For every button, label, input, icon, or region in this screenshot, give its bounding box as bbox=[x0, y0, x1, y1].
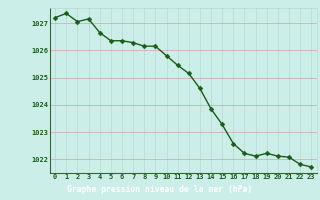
Text: Graphe pression niveau de la mer (hPa): Graphe pression niveau de la mer (hPa) bbox=[68, 186, 252, 194]
